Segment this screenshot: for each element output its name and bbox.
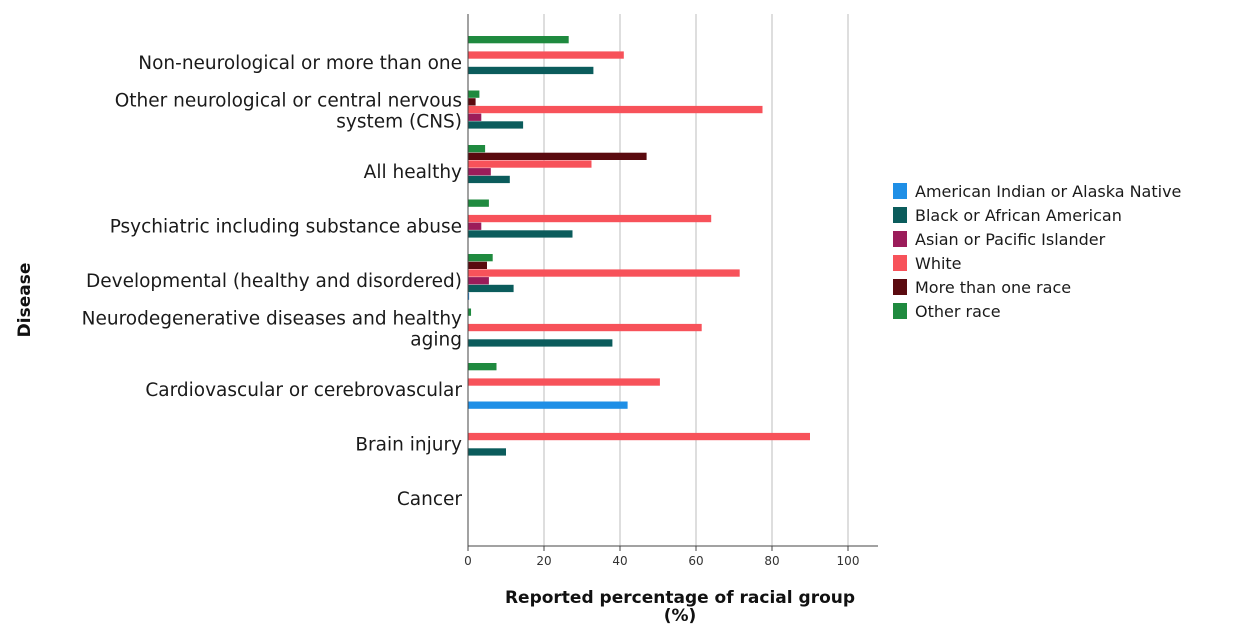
bar-7-3 <box>468 432 810 441</box>
legend-label-5: Other race <box>915 302 1001 321</box>
category-label-3: Psychiatric including substance abuse <box>110 217 462 238</box>
bar-6-5 <box>468 363 497 371</box>
bar-0-5 <box>468 36 569 44</box>
bar-1-5 <box>468 90 480 98</box>
x-tick-label-40: 40 <box>612 554 627 568</box>
bar-4-5 <box>468 254 493 262</box>
bar-1-2 <box>468 113 482 121</box>
bar-5-1 <box>468 339 613 347</box>
category-label-1: Other neurological or central nervous <box>115 91 462 112</box>
grid-lines <box>543 14 849 546</box>
axes <box>467 14 878 547</box>
legend-swatch-1 <box>893 207 907 223</box>
category-labels: Non-neurological or more than one Other n… <box>82 53 463 510</box>
bar-2-4 <box>468 152 647 160</box>
category-label-5-line2: aging <box>410 330 462 351</box>
category-label-7: Brain injury <box>355 435 462 456</box>
legend-label-2: Asian or Pacific Islander <box>915 230 1106 249</box>
x-tick-label-60: 60 <box>688 554 703 568</box>
bar-4-4 <box>468 261 487 269</box>
x-tick-label-100: 100 <box>837 554 860 568</box>
category-label-1-line2: system (CNS) <box>336 112 462 133</box>
bars <box>468 36 810 456</box>
category-label-5: Neurodegenerative diseases and healthy <box>82 309 462 330</box>
x-tick-label-80: 80 <box>764 554 779 568</box>
category-label-4: Developmental (healthy and disordered) <box>86 271 462 292</box>
bar-5-5 <box>468 308 472 316</box>
bar-7-1 <box>468 448 506 456</box>
legend-label-3: White <box>915 254 962 273</box>
bar-1-4 <box>468 98 476 106</box>
bar-0-1 <box>468 66 594 75</box>
bar-5-3 <box>468 323 702 332</box>
bar-2-1 <box>468 175 510 184</box>
bar-1-3 <box>468 105 763 114</box>
bar-3-3 <box>468 214 712 223</box>
legend-swatch-4 <box>893 279 907 295</box>
legend-swatch-5 <box>893 303 907 319</box>
bar-3-1 <box>468 230 573 238</box>
bar-3-5 <box>468 199 489 207</box>
legend-swatch-2 <box>893 231 907 247</box>
x-axis-title: Reported percentage of racial group <box>505 588 855 608</box>
bar-6-3 <box>468 378 660 386</box>
legend-label-4: More than one race <box>915 278 1071 297</box>
legend-swatch-0 <box>893 183 907 199</box>
bar-6-0 <box>468 401 628 409</box>
bar-0-3 <box>468 51 624 59</box>
legend-label-1: Black or African American <box>915 206 1122 225</box>
y-axis-title: Disease <box>15 263 35 338</box>
bar-2-3 <box>468 160 592 168</box>
legend: American Indian or Alaska Native Black or… <box>893 182 1181 321</box>
bar-2-2 <box>468 168 491 176</box>
x-axis-title-unit: (%) <box>664 606 697 625</box>
bar-2-5 <box>468 145 486 153</box>
legend-label-0: American Indian or Alaska Native <box>915 182 1181 201</box>
bar-4-1 <box>468 284 514 293</box>
category-label-2: All healthy <box>364 162 462 183</box>
category-label-6: Cardiovascular or cerebrovascular <box>145 380 462 401</box>
bar-4-2 <box>468 277 489 285</box>
category-label-8: Cancer <box>397 489 463 510</box>
x-tick-label-20: 20 <box>536 554 551 568</box>
x-tick-label-0: 0 <box>464 554 472 568</box>
x-ticks: 0 20 40 60 80 100 <box>464 546 859 568</box>
bar-3-2 <box>468 222 482 230</box>
bar-1-1 <box>468 121 524 129</box>
bar-4-3 <box>468 269 740 277</box>
bar-4-0 <box>468 292 470 300</box>
legend-swatch-3 <box>893 255 907 271</box>
category-label-0: Non-neurological or more than one <box>138 53 462 74</box>
